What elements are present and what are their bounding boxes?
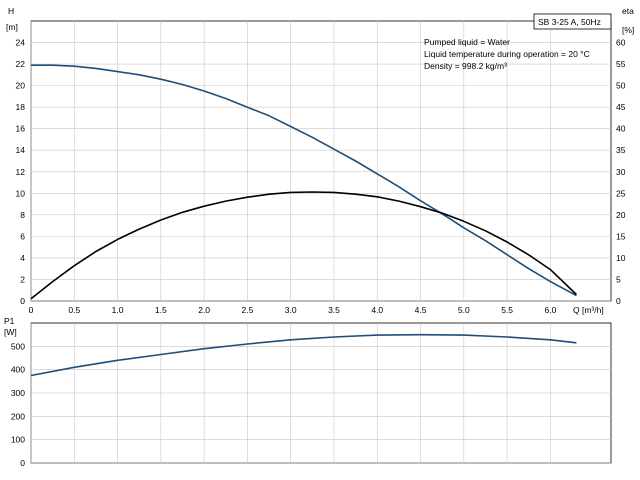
right-y-tick-label: 50 (616, 81, 626, 91)
x-tick-label: 1.0 (112, 305, 124, 315)
right-y-tick-label: 30 (616, 167, 626, 177)
top-plot-area (30, 20, 612, 302)
x-tick-label: 2.0 (198, 305, 210, 315)
efficiency-curve (30, 191, 577, 300)
bottom-axis-name: P1 (4, 316, 15, 326)
right-y-tick-label: 35 (616, 145, 626, 155)
right-y-tick-label: 55 (616, 59, 626, 69)
left-y-tick-label: 24 (16, 38, 26, 48)
right-axis-unit: [%] (622, 25, 634, 35)
bottom-axis-unit: [W] (4, 327, 17, 337)
annotation-liquid: Pumped liquid = Water (424, 37, 510, 47)
x-tick-label: 4.0 (371, 305, 383, 315)
power-curve (30, 333, 577, 377)
x-tick-label: 4.5 (415, 305, 427, 315)
bottom-y-tick-label: 400 (11, 365, 25, 375)
left-y-tick-label: 18 (16, 102, 26, 112)
bottom-y-ticks: 0 100 200 300 400 500 (11, 341, 25, 468)
left-y-tick-label: 22 (16, 59, 26, 69)
right-y-tick-label: 45 (616, 102, 626, 112)
top-right-y-ticks: 0 5 10 15 20 25 30 35 40 45 50 55 60 (616, 38, 626, 306)
bottom-grid (30, 323, 611, 464)
bottom-series (30, 333, 577, 377)
left-y-tick-label: 12 (16, 167, 26, 177)
bottom-y-tick-label: 0 (20, 458, 25, 468)
bottom-y-tick-label: 200 (11, 411, 25, 421)
right-y-tick-label: 5 (616, 274, 621, 284)
top-series (30, 64, 577, 300)
top-x-ticks: 0 0.5 1.0 1.5 2.0 2.5 3.0 3.5 4.0 4.5 5.0 5.5 6.0 (29, 305, 557, 315)
left-y-tick-label: 8 (20, 210, 25, 220)
left-y-tick-label: 10 (16, 188, 26, 198)
x-tick-label: 3.0 (285, 305, 297, 315)
left-axis-unit: [m] (6, 22, 18, 32)
right-y-tick-label: 20 (616, 210, 626, 220)
bottom-panel: 0 100 200 300 400 500 P1 [W] (4, 316, 612, 468)
chart-title-box: SB 3-25 A, 50Hz (533, 13, 612, 30)
left-y-tick-label: 6 (20, 231, 25, 241)
left-y-tick-label: 0 (20, 296, 25, 306)
annotation-temperature: Liquid temperature during operation = 20… (424, 49, 590, 59)
right-y-tick-label: 25 (616, 188, 626, 198)
x-tick-label: 5.5 (501, 305, 513, 315)
right-axis-name: eta (622, 6, 634, 16)
right-y-tick-label: 15 (616, 231, 626, 241)
x-tick-label: 3.5 (328, 305, 340, 315)
top-panel: 0 0.5 1.0 1.5 2.0 2.5 3.0 3.5 4.0 4.5 5.0 5.5 6.0 0 2… (6, 6, 634, 315)
bottom-y-tick-label: 500 (11, 341, 25, 351)
right-y-tick-label: 40 (616, 124, 626, 134)
annotation-density: Density = 998.2 kg/m³ (424, 61, 507, 71)
head-curve (31, 64, 577, 297)
left-y-tick-label: 4 (20, 253, 25, 263)
x-tick-label: 2.5 (242, 305, 254, 315)
x-tick-label: 0 (29, 305, 34, 315)
bottom-y-tick-label: 300 (11, 388, 25, 398)
top-grid (30, 21, 611, 302)
left-y-tick-label: 2 (20, 274, 25, 284)
x-tick-label: 1.5 (155, 305, 167, 315)
left-y-tick-label: 20 (16, 81, 26, 91)
right-y-tick-label: 60 (616, 38, 626, 48)
chart-title: SB 3-25 A, 50Hz (538, 17, 601, 27)
left-y-tick-label: 14 (16, 145, 26, 155)
bottom-y-tick-label: 100 (11, 435, 25, 445)
right-y-tick-label: 10 (616, 253, 626, 263)
x-axis-label: Q [m³/h] (573, 305, 604, 315)
x-tick-label: 0.5 (68, 305, 80, 315)
right-y-tick-label: 0 (616, 296, 621, 306)
x-tick-label: 6.0 (544, 305, 556, 315)
x-tick-label: 5.0 (458, 305, 470, 315)
left-y-tick-label: 16 (16, 124, 26, 134)
left-axis-name: H (8, 6, 14, 16)
